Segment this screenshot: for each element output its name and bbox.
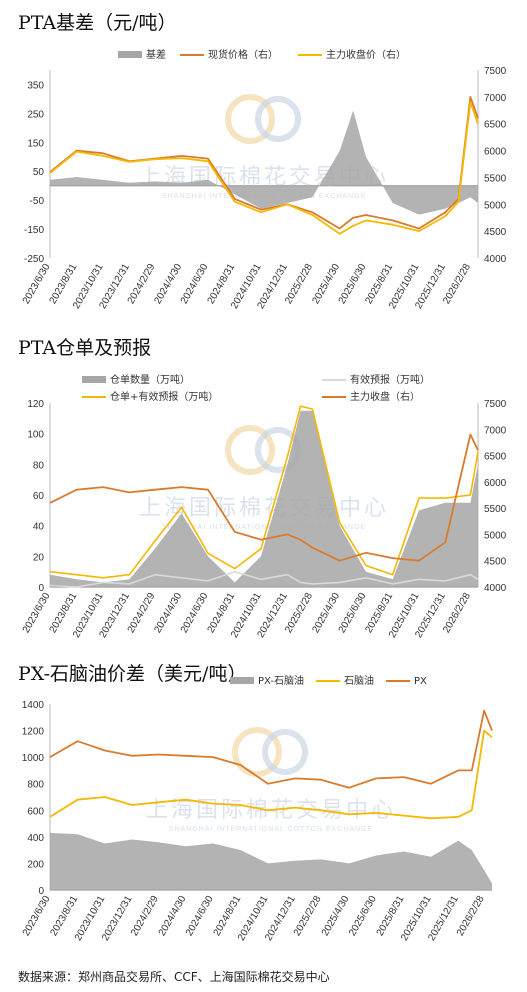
y-right-tick-label: 4000 — [484, 583, 507, 594]
series-line-total — [49, 405, 479, 579]
legend-label-spot: 现货价格（右） — [208, 48, 278, 61]
y-right-tick-label: 7500 — [484, 66, 507, 77]
y-left-tick-label: 400 — [27, 833, 44, 844]
legend-swatch-warrant — [82, 376, 106, 383]
y-left-tick-label: 100 — [27, 430, 44, 441]
y-left-tick-label: 40 — [33, 522, 45, 533]
series-line-futures — [49, 101, 479, 235]
y-right-tick-label: 5000 — [484, 200, 507, 211]
chart2-title: PTA仓单及预报 — [18, 337, 152, 359]
y-right-tick-label: 4500 — [484, 557, 507, 568]
legend-label-basis: 基差 — [146, 48, 166, 61]
series-line-close — [49, 433, 479, 562]
series-line-px — [49, 709, 493, 789]
y-left-tick-label: 1400 — [22, 700, 45, 711]
y-right-tick-label: 6500 — [484, 452, 507, 463]
legend-label-total: 仓单+有效预报（万吨） — [110, 390, 218, 403]
legend-label-forecast: 有效预报（万吨） — [350, 373, 430, 386]
y-right-tick-label: 7000 — [484, 425, 507, 436]
y-left-tick-label: 150 — [27, 138, 44, 149]
legend-label-naphtha: 石脑油 — [344, 674, 374, 687]
legend-label-futures: 主力收盘价（右） — [326, 48, 406, 61]
y-left-tick-label: 0 — [38, 886, 44, 897]
chart3-title: PX-石脑油价差（美元/吨） — [18, 663, 247, 685]
px-naphtha-chart: 02004006008001000120014002023/6/302023/8… — [21, 674, 493, 943]
series-line-naphtha — [49, 729, 493, 820]
legend-label-px: PX — [414, 676, 427, 687]
y-left-tick-label: 800 — [27, 780, 44, 791]
y-left-tick-label: -50 — [30, 196, 45, 207]
y-right-tick-label: 7000 — [484, 93, 507, 104]
y-left-tick-label: 1000 — [22, 753, 45, 764]
y-right-tick-label: 5500 — [484, 173, 507, 184]
watermark-logo — [232, 727, 282, 777]
series-area-basis — [50, 110, 478, 215]
chart1-title: PTA基差（元/吨） — [18, 12, 177, 34]
watermark-text: 上海国际棉花交易中心 — [139, 496, 389, 521]
y-right-tick-label: 5000 — [484, 530, 507, 541]
y-left-tick-label: 60 — [33, 491, 45, 502]
series-line-forecast — [49, 570, 479, 588]
y-left-tick-label: 1200 — [22, 727, 45, 738]
y-right-tick-label: 6000 — [484, 147, 507, 158]
y-right-tick-label: 6000 — [484, 478, 507, 489]
legend-swatch-spread — [230, 677, 254, 684]
watermark-logo — [255, 96, 301, 142]
legend-label-close: 主力收盘（右） — [350, 390, 420, 403]
data-source-note: 数据来源：郑州商品交易所、CCF、上海国际棉花交易中心 — [18, 970, 330, 984]
y-left-tick-label: 50 — [33, 167, 45, 178]
y-left-tick-label: 600 — [27, 806, 44, 817]
warrant-chart: 0 20 40 60 80 100 120 4000 4500 5000 5500 6000 6500 7… — [21, 373, 507, 640]
y-left-tick-label: 120 — [27, 399, 44, 410]
y-left-tick-label: 0 — [38, 583, 44, 594]
y-left-tick-label: 20 — [33, 552, 45, 563]
y-left-tick-label: 350 — [27, 80, 44, 91]
series-area-warrant — [50, 410, 478, 587]
legend-swatch-basis — [118, 51, 142, 58]
y-left-tick-label: -150 — [24, 225, 44, 236]
legend-label-spread: PX-石脑油 — [258, 674, 304, 687]
y-right-tick-label: 5500 — [484, 504, 507, 515]
watermark-subtext: SHANGHAI INTERNATIONAL COTTON EXCHANGE — [162, 524, 366, 531]
series-area-spread — [50, 832, 492, 890]
y-left-tick-label: 200 — [27, 859, 44, 870]
watermark-subtext: SHANGHAI INTERNATIONAL COTTON EXCHANGE — [169, 826, 373, 833]
y-right-tick-label: 4000 — [484, 254, 507, 265]
watermark-logo — [225, 94, 275, 144]
y-left-tick-label: 250 — [27, 109, 44, 120]
y-left-tick-label: -250 — [24, 254, 44, 265]
basis-chart: -250 -150 -50 50 150 250 350 4000 4500 5000 5500 60… — [21, 48, 507, 311]
legend-label-warrant: 仓单数量（万吨） — [110, 373, 190, 386]
y-right-tick-label: 6500 — [484, 120, 507, 131]
watermark-logo — [225, 425, 275, 475]
y-left-tick-label: 80 — [33, 460, 45, 471]
y-right-tick-label: 7500 — [484, 399, 507, 410]
y-right-tick-label: 4500 — [484, 227, 507, 238]
watermark-logo — [262, 729, 308, 775]
